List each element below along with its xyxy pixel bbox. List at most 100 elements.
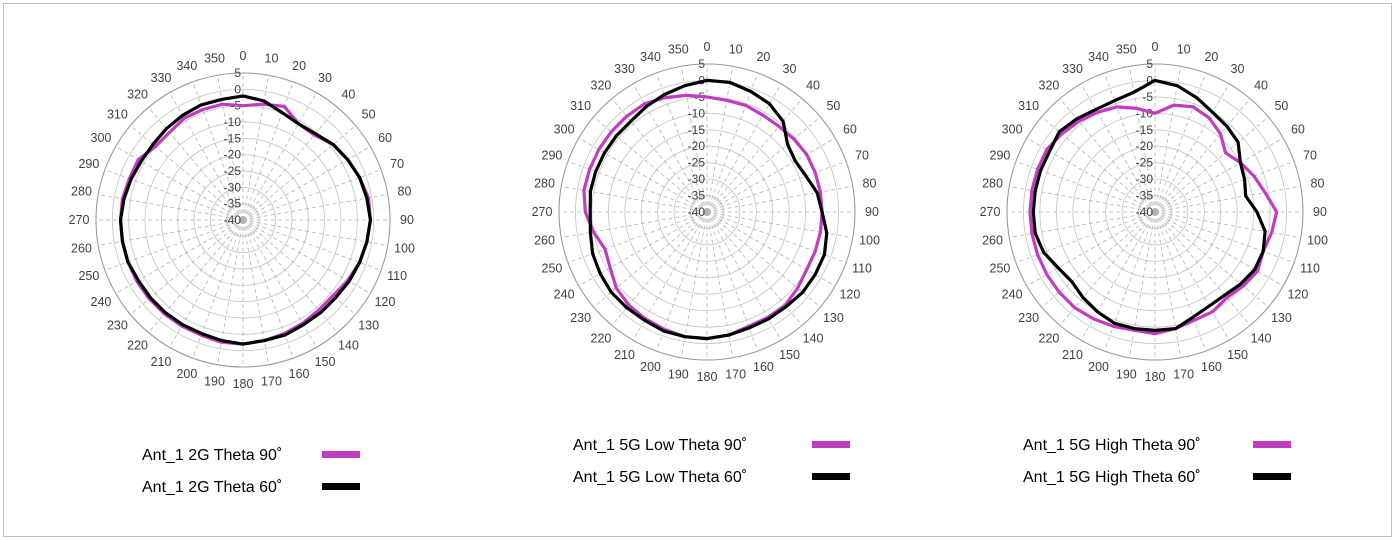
grid-spoke: [1128, 66, 1156, 213]
angle-tick-label: 110: [1300, 261, 1320, 275]
grid-spoke: [1154, 211, 1269, 308]
radial-tick-label: -30: [224, 180, 242, 194]
angle-tick-label: 100: [1307, 234, 1328, 248]
grid-spoke: [1041, 211, 1156, 308]
angle-tick-label: 60: [843, 123, 857, 137]
grid-spoke: [561, 185, 708, 213]
angle-tick-label: 110: [852, 261, 872, 275]
grid-ring: [111, 88, 375, 352]
legend-label: Ant_1 5G Low Theta 60˚: [573, 469, 747, 486]
radial-tick-label: -25: [688, 156, 706, 170]
grid-spoke: [706, 116, 821, 213]
grid-spoke: [706, 211, 821, 308]
angle-tick-label: 20: [756, 50, 770, 64]
angle-tick-label: 140: [803, 331, 824, 345]
angle-tick-label: 260: [982, 234, 1003, 248]
angle-tick-label: 100: [859, 234, 880, 248]
angle-tick-label: 0: [704, 40, 711, 54]
grid-spoke: [656, 211, 708, 352]
series-line-2: [1031, 78, 1267, 332]
polar-chart-1: 0 102030405060708090100110120130140150160…: [69, 49, 415, 496]
angle-tick-label: 200: [1088, 360, 1109, 374]
angle-tick-label: 50: [362, 108, 376, 122]
grid-spoke: [130, 125, 244, 221]
angle-tick-label: 130: [823, 311, 844, 325]
angle-tick-label: 60: [378, 131, 392, 145]
angle-tick-label: 90: [1313, 205, 1327, 219]
grid-spoke: [706, 98, 803, 213]
grid-spoke: [242, 219, 317, 348]
outer-ring: [95, 72, 391, 368]
angle-tick-label: 270: [980, 205, 1001, 219]
angle-tick-label: 70: [1303, 149, 1317, 163]
angle-tick-label: 140: [338, 339, 359, 353]
angle-tick-label: 80: [398, 185, 412, 199]
angle-tick-label: 280: [534, 176, 555, 190]
grid-spoke: [1104, 211, 1156, 352]
angle-tick-label: 250: [990, 261, 1011, 275]
angle-tick-label: 270: [69, 213, 90, 227]
grid-spoke: [1154, 211, 1230, 341]
angle-tick-label: 300: [91, 131, 112, 145]
grid-spoke: [706, 211, 847, 263]
angle-tick-label: 10: [729, 43, 743, 57]
angle-tick-label: 160: [753, 360, 774, 374]
grid-spoke: [104, 169, 244, 221]
grid-spoke: [561, 211, 708, 239]
grid-spoke: [706, 211, 782, 341]
grid-spoke: [706, 211, 758, 352]
angle-tick-label: 320: [591, 79, 612, 93]
grid-spoke: [706, 211, 734, 358]
radial-tick-label: -30: [1136, 172, 1154, 186]
grid-spoke: [593, 116, 708, 213]
grid-spoke: [632, 83, 708, 213]
angle-tick-label: 40: [1254, 79, 1268, 93]
radial-tick-label: -15: [1136, 123, 1154, 137]
angle-tick-label: 70: [855, 149, 869, 163]
angle-tick-label: 150: [779, 348, 800, 362]
angle-tick-label: 260: [71, 241, 92, 255]
grid-spoke: [242, 107, 338, 221]
radial-tick-label: -40: [688, 205, 706, 219]
angle-tick-label: 340: [176, 59, 197, 73]
grid-spoke: [242, 92, 317, 221]
angle-tick-label: 180: [1145, 370, 1166, 384]
angle-tick-label: 230: [107, 318, 128, 332]
angle-tick-label: 20: [292, 59, 306, 73]
angle-tick-label: 0: [240, 49, 247, 63]
angle-tick-label: 120: [839, 288, 860, 302]
angle-tick-label: 150: [315, 355, 336, 369]
angle-tick-label: 10: [265, 51, 279, 65]
angle-tick-label: 120: [375, 295, 396, 309]
radial-tick-label: 5: [698, 57, 705, 71]
angle-tick-label: 230: [570, 311, 591, 325]
grid-spoke: [242, 219, 338, 333]
radial-tick-label: 5: [234, 66, 241, 80]
legend-swatch: [322, 451, 360, 458]
grid-spoke: [1154, 211, 1295, 263]
angle-tick-label: 180: [697, 370, 718, 384]
grid-ring: [673, 178, 741, 246]
angle-tick-label: 250: [542, 261, 563, 275]
grid-spoke: [1026, 211, 1156, 287]
radial-tick-label: -30: [688, 172, 706, 186]
angle-tick-label: 350: [668, 43, 689, 57]
angle-tick-label: 350: [1116, 43, 1137, 57]
angle-tick-label: 30: [783, 62, 797, 76]
angle-tick-label: 220: [591, 331, 612, 345]
grid-spoke: [1059, 211, 1156, 326]
legend-swatch: [812, 473, 850, 480]
grid-spoke: [567, 211, 708, 263]
angle-tick-label: 220: [127, 339, 148, 353]
angle-tick-label: 210: [151, 355, 172, 369]
angle-tick-label: 320: [1039, 79, 1060, 93]
grid-ring: [624, 129, 790, 295]
grid-spoke: [1154, 211, 1251, 326]
angle-tick-label: 240: [554, 288, 575, 302]
grid-spoke: [1154, 185, 1301, 213]
grid-spoke: [578, 137, 708, 213]
grid-ring: [209, 186, 277, 254]
angle-tick-label: 90: [400, 213, 414, 227]
radial-tick-label: 5: [1146, 57, 1153, 71]
